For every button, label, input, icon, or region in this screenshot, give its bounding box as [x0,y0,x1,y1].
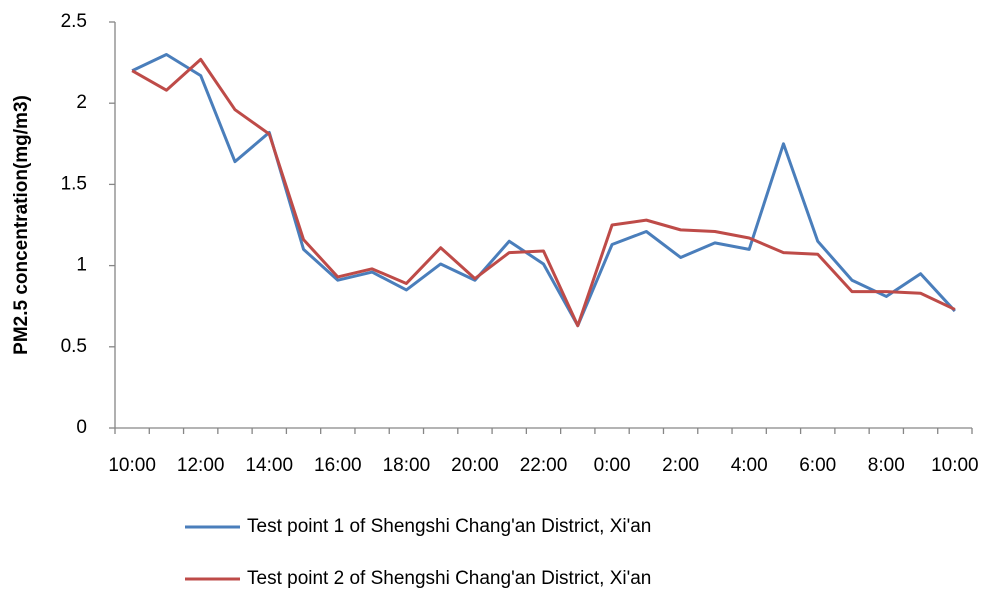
x-tick-label: 10:00 [931,455,979,476]
x-tick-label: 22:00 [520,455,568,476]
y-tick-label: 1 [76,255,87,276]
y-tick-label: 0 [76,417,87,438]
x-tick-label: 14:00 [245,455,293,476]
line-series [131,57,956,328]
y-tick-label: 0.5 [61,336,87,357]
x-tick-label: 12:00 [177,455,225,476]
x-tick-label: 0:00 [594,455,631,476]
x-tick-label: 8:00 [868,455,905,476]
x-tick-label: 4:00 [731,455,768,476]
y-axis-label: PM2.5 concentration(mg/m3) [11,95,32,355]
y-tick-label: 2 [76,92,87,113]
x-tick-label: 20:00 [451,455,499,476]
y-tick-label: 2.5 [61,11,87,32]
x-tick-label: 18:00 [383,455,431,476]
x-tick-label: 2:00 [662,455,699,476]
x-tick-label: 16:00 [314,455,362,476]
x-tick-label: 6:00 [799,455,836,476]
legend-label: Test point 1 of Shengshi Chang'an Distri… [247,516,651,537]
legend-label: Test point 2 of Shengshi Chang'an Distri… [247,568,651,589]
line-series [131,52,956,328]
x-tick-label: 10:00 [108,455,156,476]
y-tick-label: 1.5 [61,173,87,194]
